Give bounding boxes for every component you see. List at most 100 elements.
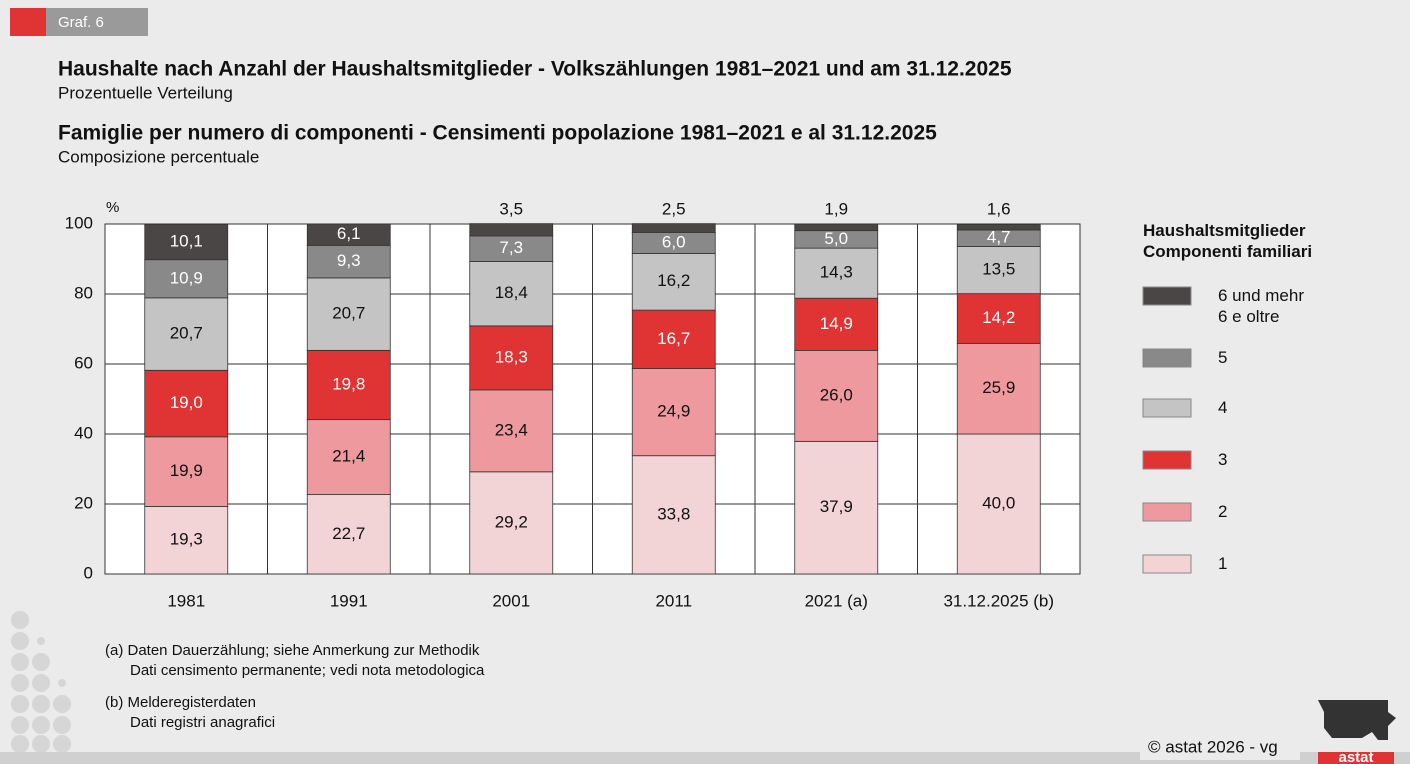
bar-segment: [956, 245, 1041, 295]
bar-segment: [144, 223, 229, 261]
legend-swatch: [1142, 450, 1192, 470]
bar-segment: [631, 368, 716, 457]
legend-swatch: [1142, 398, 1192, 418]
bar-segment: [306, 494, 391, 575]
y-axis-label: %: [106, 199, 119, 216]
footnote: (b) Melderegisterdaten: [105, 694, 256, 711]
footnote: Dati censimento permanente; vedi nota me…: [130, 662, 485, 679]
bar-segment: [144, 506, 229, 575]
value-label: 19,8: [332, 374, 365, 393]
value-label: 16,7: [657, 329, 690, 348]
bar-segment: [144, 436, 229, 507]
x-tick-label: 2021 (a): [805, 591, 868, 610]
value-label: 22,7: [332, 524, 365, 543]
value-label: 26,0: [820, 385, 853, 404]
value-label: 19,9: [170, 461, 203, 480]
value-label: 23,4: [495, 420, 528, 439]
value-label: 19,3: [170, 530, 203, 549]
x-tick-label: 1981: [167, 591, 205, 610]
bar-segment: [956, 223, 1041, 231]
value-label: 14,2: [982, 308, 1015, 327]
value-label: 7,3: [499, 238, 523, 257]
y-tick-label: 40: [74, 423, 93, 442]
value-label: 3,5: [499, 199, 523, 218]
value-label: 2,5: [662, 199, 686, 218]
value-label: 6,1: [337, 224, 361, 243]
value-label: 1,9: [824, 199, 848, 218]
legend-swatch: [1142, 286, 1192, 306]
legend-title: Haushaltsmitglieder Componenti familiari: [1143, 221, 1313, 261]
footer-band: [0, 752, 1410, 764]
x-tick-label: 2011: [655, 591, 692, 610]
bar-segment: [956, 433, 1041, 575]
value-label: 18,3: [495, 347, 528, 366]
x-tick-label: 31.12.2025 (b): [943, 591, 1054, 610]
bar-segment: [306, 244, 391, 279]
value-label: 29,2: [495, 512, 528, 531]
legend-label: 5: [1218, 348, 1228, 367]
copyright: © astat 2026 - vg: [1148, 737, 1278, 756]
logo-bar: [1318, 752, 1394, 764]
x-tick-label: 2001: [492, 591, 530, 610]
bar-segment: [306, 223, 391, 246]
value-label: 9,3: [337, 251, 361, 270]
subtitle: Prozentuelle Verteilung: [58, 83, 233, 102]
footnote: (a) Daten Dauerzählung; siehe Anmerkung …: [105, 642, 480, 659]
value-label: 33,8: [657, 504, 690, 523]
legend-swatch: [1142, 502, 1192, 522]
y-tick-label: 20: [74, 493, 93, 512]
title: Haushalte nach Anzahl der Haushaltsmitgl…: [58, 58, 1012, 81]
title-it: Famiglie per numero di componenti - Cens…: [58, 122, 937, 145]
value-label: 16,2: [657, 271, 690, 290]
y-tick-label: 80: [74, 283, 93, 302]
value-label: 10,9: [170, 268, 203, 287]
value-label: 24,9: [657, 402, 690, 421]
legend-label: 1: [1218, 554, 1228, 573]
bar-segment: [794, 247, 879, 299]
y-tick-label: 60: [74, 353, 93, 372]
value-label: 19,0: [170, 393, 203, 412]
tag: Graf. 6: [58, 14, 104, 31]
legend-label: 4: [1218, 398, 1228, 417]
legend-label: 2: [1218, 502, 1228, 521]
bar-segment: [631, 252, 716, 311]
value-label: 37,9: [820, 497, 853, 516]
value-label: 1,6: [987, 199, 1011, 218]
decor-dots: [11, 611, 71, 753]
legend-swatch: [1142, 554, 1192, 574]
y-tick-label: 0: [84, 563, 93, 582]
value-label: 13,5: [982, 260, 1015, 279]
bar-segment: [144, 297, 229, 371]
footnote: Dati registri anagrafici: [130, 714, 275, 731]
value-label: 4,7: [987, 228, 1011, 247]
logo-shape: [1318, 700, 1396, 740]
tag-accent: [10, 8, 46, 36]
bar-segment: [469, 223, 554, 237]
copyright-bg: [1140, 736, 1300, 760]
value-label: 40,0: [982, 493, 1015, 512]
value-label: 20,7: [170, 324, 203, 343]
bar-segment: [956, 293, 1041, 344]
logo: astat: [1338, 749, 1373, 764]
bar-segment: [306, 349, 391, 421]
value-label: 18,4: [495, 283, 528, 302]
bar-segment: [794, 223, 879, 232]
bar-segment: [794, 349, 879, 442]
legend-swatch: [1142, 348, 1192, 368]
value-label: 10,1: [170, 232, 203, 251]
value-label: 20,7: [332, 304, 365, 323]
bar-segment: [631, 223, 716, 233]
bar-segment: [306, 277, 391, 351]
subtitle-it: Composizione percentuale: [58, 147, 259, 166]
bar-segment: [794, 440, 879, 575]
tag-bar: [46, 8, 148, 36]
bar-segment: [144, 369, 229, 438]
bar-segment: [469, 261, 554, 327]
bar-segment: [469, 235, 554, 262]
x-tick-label: 1991: [330, 591, 368, 610]
value-label: 21,4: [332, 447, 365, 466]
bar-segment: [306, 419, 391, 495]
bar-segment: [469, 325, 554, 391]
